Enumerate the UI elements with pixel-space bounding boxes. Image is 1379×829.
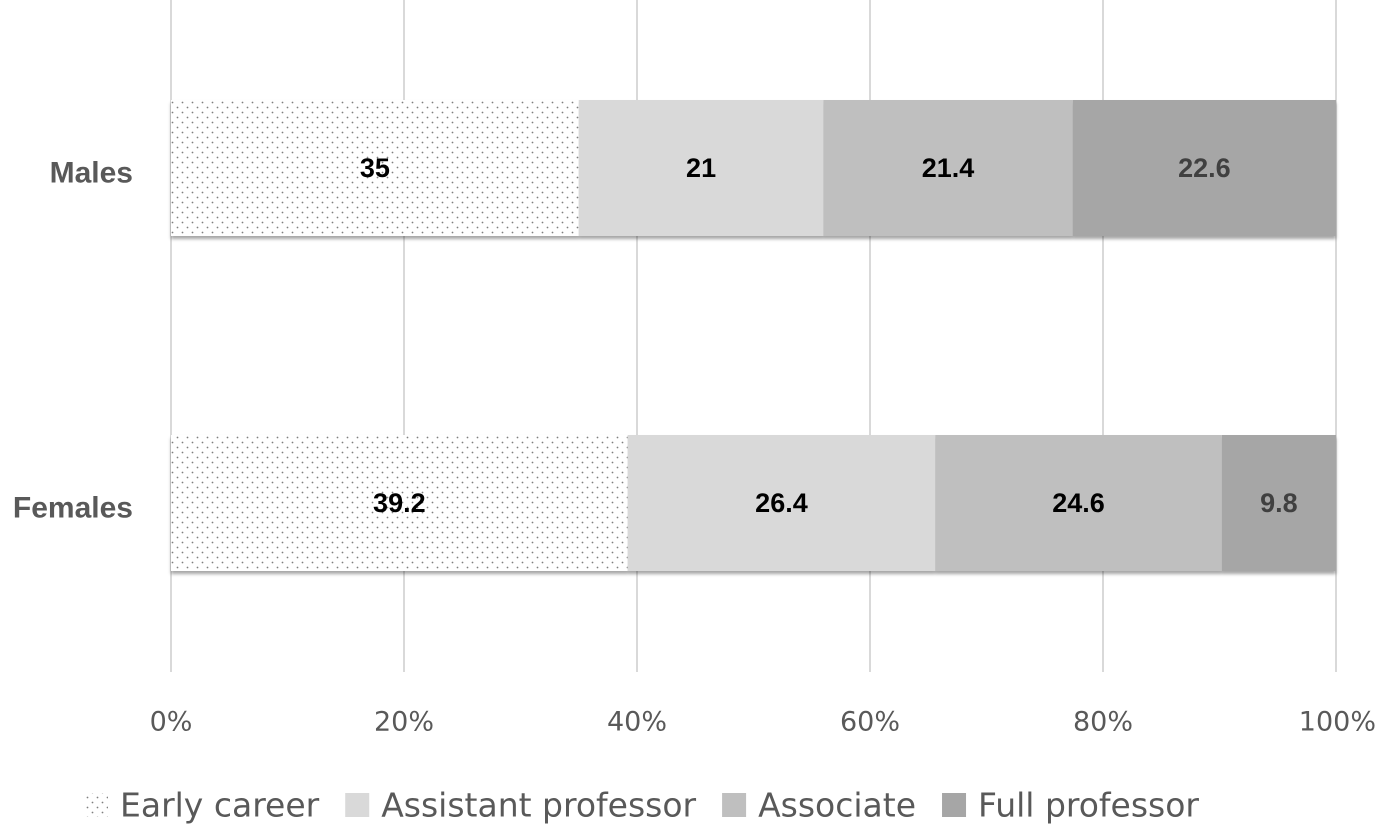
legend-label: Assistant professor — [381, 786, 696, 825]
data-label: 9.8 — [1260, 488, 1298, 518]
x-axis-ticks: 0% 20% 40% 60% 80% 100% — [150, 707, 1376, 738]
legend-swatch — [345, 793, 370, 817]
data-label: 24.6 — [1052, 488, 1105, 518]
bars — [171, 100, 1336, 571]
legend-label: Associate — [758, 786, 916, 825]
x-tick-label: 60% — [840, 707, 900, 738]
legend-item-associate: Associate — [722, 786, 916, 825]
x-tick-label: 100% — [1299, 707, 1376, 738]
legend-item-full-professor: Full professor — [942, 786, 1199, 825]
legend-swatch — [722, 793, 747, 817]
bar-early-career-males — [171, 100, 579, 236]
data-label: 35 — [360, 153, 390, 183]
data-label: 22.6 — [1178, 153, 1231, 183]
legend: Early career Assistant professor Associate… — [84, 786, 1199, 825]
legend-item-early-career: Early career — [84, 786, 320, 825]
data-label: 21 — [686, 153, 716, 183]
category-label-females: Females — [13, 492, 133, 525]
bar-full-professor-males — [1072, 100, 1336, 236]
bar-early-career-females — [171, 435, 628, 571]
legend-label: Full professor — [978, 786, 1199, 825]
legend-item-assistant-professor: Assistant professor — [345, 786, 697, 825]
x-tick-label: 0% — [150, 707, 193, 738]
data-label: 39.2 — [373, 488, 426, 518]
legend-swatch — [84, 793, 108, 817]
bar-assistant-professor-females — [627, 435, 936, 571]
bar-associate-females — [935, 435, 1222, 571]
x-tick-label: 20% — [374, 707, 434, 738]
bar-associate-males — [823, 100, 1073, 236]
legend-label: Early career — [120, 786, 320, 825]
bar-group-males — [171, 100, 1336, 236]
bar-group-females — [171, 435, 1336, 571]
legend-swatch — [942, 793, 967, 817]
x-tick-label: 80% — [1073, 707, 1133, 738]
x-tick-label: 40% — [607, 707, 667, 738]
data-label: 21.4 — [922, 153, 975, 183]
category-label-males: Males — [50, 157, 133, 190]
bar-assistant-professor-males — [578, 100, 824, 236]
bar-full-professor-females — [1221, 435, 1336, 571]
data-labels: 35 21 21.4 22.6 39.2 26.4 24.6 9.8 — [360, 153, 1298, 518]
category-labels: Males Females — [13, 157, 133, 525]
data-label: 26.4 — [755, 488, 808, 518]
